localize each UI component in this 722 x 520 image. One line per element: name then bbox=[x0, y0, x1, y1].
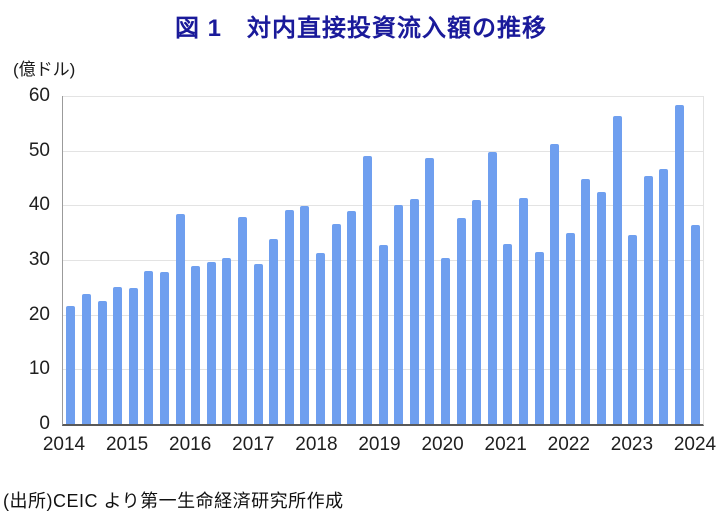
bar-2014Q1 bbox=[66, 306, 76, 424]
bar-2019Q4 bbox=[425, 157, 435, 424]
y-tick-label-10: 10 bbox=[28, 358, 50, 380]
bar-2017Q3 bbox=[284, 210, 294, 424]
y-tick-label-60: 60 bbox=[28, 85, 50, 106]
gridline-40 bbox=[63, 205, 703, 207]
y-tick-label-50: 50 bbox=[28, 139, 50, 161]
x-tick-label-2021: 2021 bbox=[484, 434, 527, 455]
bar-2019Q2 bbox=[394, 205, 404, 424]
chart-title: 図 1 対内直接投資流入額の推移 bbox=[174, 15, 547, 42]
bar-2017Q4 bbox=[300, 205, 310, 424]
gridline-50 bbox=[63, 150, 703, 152]
y-axis-unit-label: (億ドル) bbox=[13, 60, 76, 79]
x-tick-label-2020: 2020 bbox=[421, 434, 464, 455]
bar-2014Q4 bbox=[113, 286, 123, 424]
bar-2020Q3 bbox=[472, 199, 482, 424]
bar-2014Q2 bbox=[81, 293, 91, 424]
bar-2015Q3 bbox=[159, 272, 169, 424]
bar-2023Q2 bbox=[643, 176, 653, 424]
bar-2018Q4 bbox=[362, 156, 372, 424]
bar-2016Q3 bbox=[222, 257, 232, 424]
bar-2016Q1 bbox=[191, 266, 201, 424]
gridline-60 bbox=[63, 96, 703, 97]
x-tick-label-2018: 2018 bbox=[295, 434, 338, 455]
bar-2021Q2 bbox=[518, 197, 528, 424]
x-axis-tick-labels: 2014 2015 2016 2017 2018 2019 2020 2021 2022 2023… bbox=[43, 434, 722, 458]
source-note: (出所)CEIC より第一生命経済研究所作成 bbox=[3, 491, 344, 511]
y-tick-label-0: 0 bbox=[39, 413, 50, 434]
bar-2015Q4 bbox=[175, 213, 185, 424]
bar-2023Q4 bbox=[675, 105, 685, 424]
x-tick-label-2022: 2022 bbox=[547, 434, 590, 455]
bar-2016Q4 bbox=[238, 217, 247, 424]
bar-2019Q1 bbox=[378, 245, 388, 424]
bar-2017Q2 bbox=[269, 239, 279, 424]
bar-2020Q4 bbox=[487, 151, 497, 424]
y-tick-label-40: 40 bbox=[28, 194, 50, 216]
bar-2022Q2 bbox=[581, 178, 591, 424]
bar-2018Q2 bbox=[331, 224, 341, 424]
bar-2019Q3 bbox=[409, 198, 419, 424]
y-tick-label-20: 20 bbox=[28, 303, 50, 325]
bar-2022Q1 bbox=[565, 232, 575, 424]
bar-2020Q1 bbox=[440, 257, 450, 424]
bar-2020Q2 bbox=[456, 218, 466, 424]
bar-2021Q4 bbox=[550, 143, 560, 424]
bar-2022Q3 bbox=[597, 192, 607, 424]
bar-2015Q2 bbox=[144, 271, 154, 424]
bar-2022Q4 bbox=[612, 116, 622, 424]
bar-2023Q3 bbox=[659, 168, 669, 424]
bar-2016Q2 bbox=[206, 262, 216, 424]
bar-2018Q3 bbox=[347, 210, 357, 424]
x-tick-label-2023: 2023 bbox=[610, 434, 654, 455]
bar-2014Q3 bbox=[97, 301, 107, 424]
bar-2018Q1 bbox=[316, 252, 326, 424]
bar-2015Q1 bbox=[128, 288, 138, 424]
bar-2023Q1 bbox=[628, 235, 638, 424]
x-tick-label-2014: 2014 bbox=[42, 434, 86, 455]
bar-2021Q3 bbox=[534, 251, 544, 424]
bar-2024Q1 bbox=[690, 225, 700, 424]
y-axis-tick-labels: 0 10 20 30 40 50 60 bbox=[0, 85, 54, 434]
bar-2017Q1 bbox=[253, 264, 263, 424]
x-tick-label-2017: 2017 bbox=[232, 434, 275, 455]
y-tick-label-30: 30 bbox=[28, 249, 50, 270]
bar-2021Q1 bbox=[503, 244, 513, 424]
plot-area bbox=[62, 96, 704, 426]
x-tick-label-2024: 2024 bbox=[673, 434, 717, 455]
x-tick-label-2015: 2015 bbox=[105, 434, 149, 455]
x-tick-label-2019: 2019 bbox=[358, 434, 401, 455]
x-tick-label-2016: 2016 bbox=[169, 434, 212, 455]
